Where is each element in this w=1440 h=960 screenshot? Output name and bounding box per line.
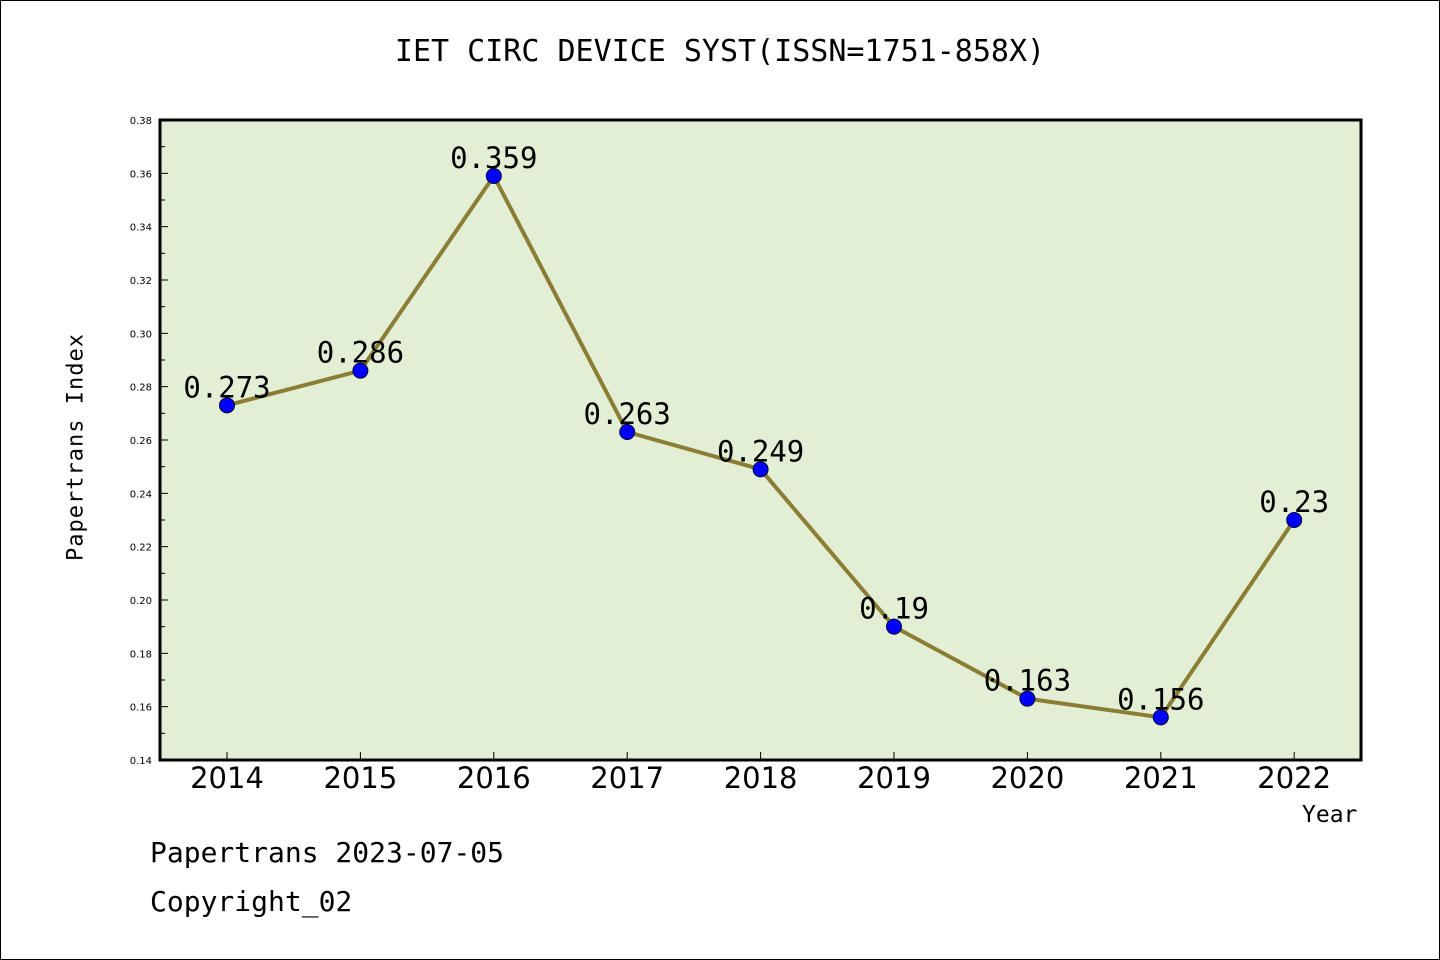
data-point (1152, 709, 1169, 726)
y-tick-label: 0.20 (130, 596, 152, 607)
x-tick-label: 2016 (457, 761, 531, 795)
x-tick-label: 2017 (590, 761, 664, 795)
data-label: 0.23 (1259, 485, 1329, 519)
data-point (619, 424, 636, 440)
x-tick-label: 2020 (990, 761, 1064, 795)
series-markers (219, 168, 1303, 726)
y-tick-label: 0.24 (130, 489, 152, 500)
y-axis-label: Papertrans Index (63, 333, 89, 561)
x-tick-label: 2021 (1124, 761, 1198, 795)
data-label: 0.263 (584, 397, 671, 431)
data-point (752, 461, 769, 478)
data-point (1286, 512, 1303, 528)
x-tick-label: 2018 (724, 761, 798, 795)
data-point (219, 397, 235, 414)
data-label: 0.163 (984, 664, 1071, 698)
data-point (485, 168, 502, 184)
y-tick-label: 0.38 (130, 116, 152, 127)
data-label: 0.286 (317, 336, 404, 370)
footer-copyright: Copyright_02 (150, 885, 353, 918)
y-tick-label: 0.36 (130, 169, 152, 180)
data-point (352, 362, 369, 379)
data-point (1019, 690, 1036, 707)
x-tick-label: 2015 (323, 761, 397, 795)
y-tick-label: 0.32 (130, 276, 152, 287)
data-label: 0.273 (183, 370, 270, 404)
y-tick-label: 0.26 (130, 436, 152, 447)
data-label: 0.249 (717, 434, 804, 468)
plot-area (158, 118, 1363, 762)
x-tick-label: 2022 (1257, 761, 1331, 795)
y-tick-label: 0.14 (130, 756, 152, 767)
x-axis-ticks: 2014 2015 2016 2017 2018 2019 2020 2021 2022 (190, 752, 1331, 795)
y-tick-label: 0.22 (130, 543, 152, 554)
y-tick-label: 0.16 (130, 703, 152, 714)
data-label: 0.19 (859, 592, 929, 626)
y-axis-ticks: 0.14 0.16 0.18 0.20 0.22 0.24 0.26 0.28 0.30 0.32… (130, 116, 168, 767)
data-label: 0.156 (1117, 682, 1204, 716)
chart-title: IET CIRC DEVICE SYST(ISSN=1751-858X) (394, 34, 1046, 69)
y-tick-label: 0.18 (130, 649, 152, 660)
y-tick-label: 0.30 (130, 329, 152, 340)
data-label: 0.359 (450, 141, 537, 175)
footer-date: Papertrans 2023-07-05 (150, 836, 505, 869)
x-axis-label: Year (1302, 802, 1358, 828)
data-labels: 0.273 0.286 0.359 0.263 0.249 0.19 0.163 0.156 0… (183, 141, 1329, 716)
y-tick-label: 0.28 (130, 383, 152, 394)
x-tick-label: 2014 (190, 761, 264, 795)
x-tick-label: 2019 (857, 761, 931, 795)
data-point (886, 618, 902, 635)
y-tick-label: 0.34 (130, 223, 152, 234)
